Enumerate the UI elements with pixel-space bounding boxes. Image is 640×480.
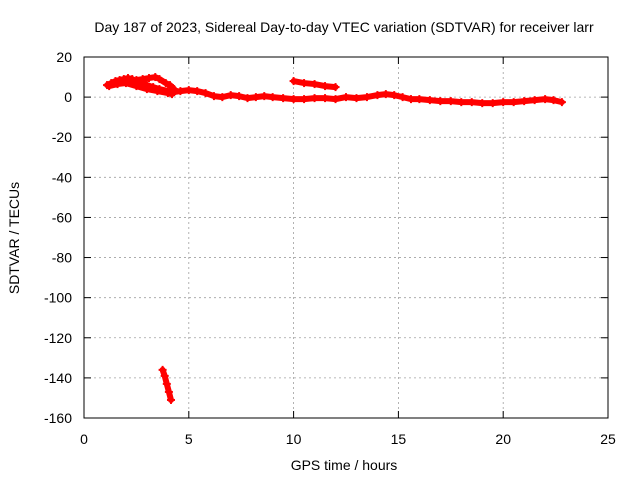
y-tick-label: -60 <box>52 209 72 225</box>
series-secondary-band <box>105 79 177 99</box>
series-segment-10-12h <box>289 77 340 92</box>
x-tick-label: 25 <box>600 431 616 447</box>
x-tick-label: 5 <box>185 431 193 447</box>
axis-ticks: 0 5 10 15 20 25 -160 -140 -120 -100 -80 -60 -40 -20 0 2… <box>44 49 616 447</box>
y-tick-label: -80 <box>52 250 72 266</box>
y-tick-label: -120 <box>44 330 72 346</box>
chart-title: Day 187 of 2023, Sidereal Day-to-day VTE… <box>94 19 594 35</box>
y-tick-label: 20 <box>56 49 72 65</box>
x-tick-label: 15 <box>391 431 407 447</box>
data-series <box>103 73 566 404</box>
plot-frame <box>83 56 609 419</box>
series-outlier-segment <box>158 365 175 404</box>
x-tick-label: 0 <box>80 431 88 447</box>
series-upper-band <box>132 73 179 94</box>
x-tick-label: 10 <box>286 431 302 447</box>
y-tick-label: -160 <box>44 410 72 426</box>
x-tick-label: 20 <box>495 431 511 447</box>
y-tick-label: -20 <box>52 129 72 145</box>
y-tick-label: 0 <box>64 89 72 105</box>
y-axis-label: SDTVAR / TECUs <box>6 182 22 294</box>
y-tick-label: -140 <box>44 370 72 386</box>
y-tick-label: -40 <box>52 169 72 185</box>
y-tick-label: -100 <box>44 290 72 306</box>
x-axis-label: GPS time / hours <box>291 457 398 473</box>
